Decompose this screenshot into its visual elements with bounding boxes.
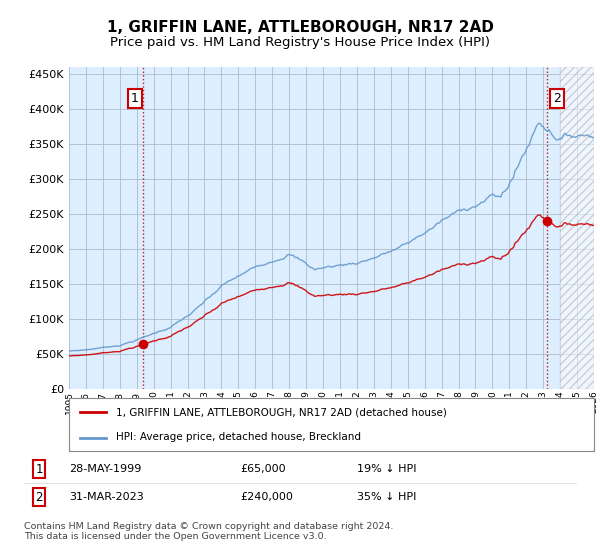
Text: Price paid vs. HM Land Registry's House Price Index (HPI): Price paid vs. HM Land Registry's House … bbox=[110, 36, 490, 49]
Text: 1, GRIFFIN LANE, ATTLEBOROUGH, NR17 2AD: 1, GRIFFIN LANE, ATTLEBOROUGH, NR17 2AD bbox=[107, 20, 493, 35]
Text: £240,000: £240,000 bbox=[240, 492, 293, 502]
Text: 1: 1 bbox=[131, 92, 139, 105]
Text: 2: 2 bbox=[35, 491, 43, 504]
Text: 2: 2 bbox=[553, 92, 561, 105]
Text: 28-MAY-1999: 28-MAY-1999 bbox=[69, 464, 142, 474]
Text: 1, GRIFFIN LANE, ATTLEBOROUGH, NR17 2AD (detached house): 1, GRIFFIN LANE, ATTLEBOROUGH, NR17 2AD … bbox=[116, 408, 447, 418]
Text: HPI: Average price, detached house, Breckland: HPI: Average price, detached house, Brec… bbox=[116, 432, 361, 442]
Text: £65,000: £65,000 bbox=[240, 464, 286, 474]
Text: 1: 1 bbox=[35, 463, 43, 476]
Text: 35% ↓ HPI: 35% ↓ HPI bbox=[357, 492, 416, 502]
Text: Contains HM Land Registry data © Crown copyright and database right 2024.
This d: Contains HM Land Registry data © Crown c… bbox=[24, 522, 394, 542]
Text: 31-MAR-2023: 31-MAR-2023 bbox=[69, 492, 144, 502]
Text: 19% ↓ HPI: 19% ↓ HPI bbox=[357, 464, 416, 474]
